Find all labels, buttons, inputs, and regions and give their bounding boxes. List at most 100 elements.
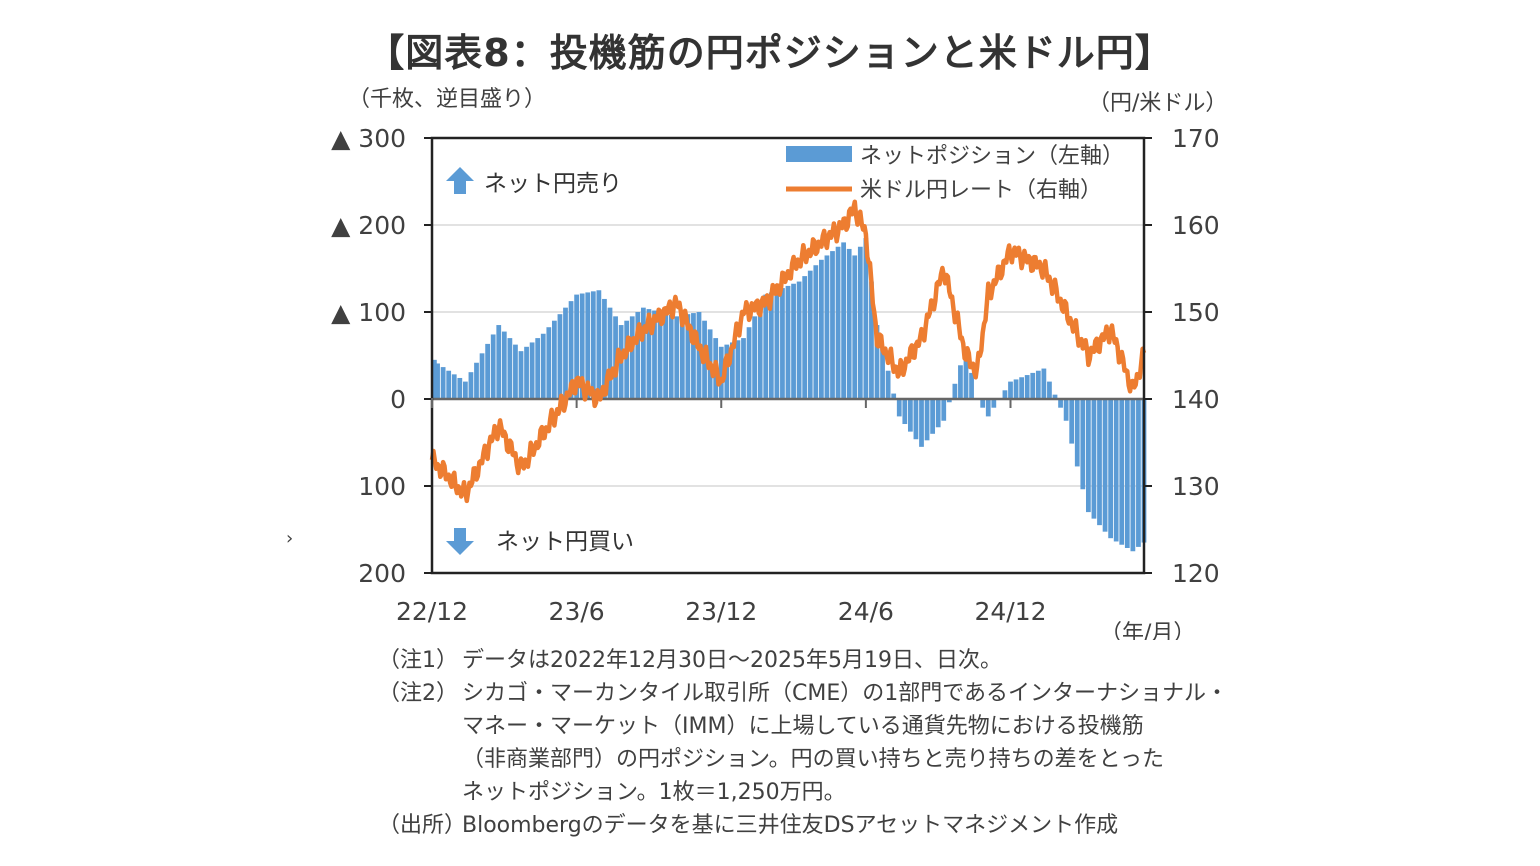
net-position-bar — [479, 353, 485, 399]
net-position-bar — [432, 359, 437, 399]
net-position-bar — [813, 265, 819, 399]
net-position-bar — [1091, 399, 1097, 519]
left-axis-ticks: ▲ 300 ▲ 200 ▲ 100 0 100 200 — [331, 124, 432, 588]
net-position-bar — [896, 399, 902, 417]
net-position-bar — [757, 305, 763, 399]
net-position-bar — [830, 251, 835, 399]
note-text: ネットポジション。1枚＝1,250万円。 — [462, 780, 846, 805]
legend-line-label: 米ドル円レート（右軸） — [860, 178, 1102, 203]
note-label: （注1） — [378, 648, 458, 673]
right-axis-unit: （円/米ドル） — [1088, 91, 1227, 116]
net-position-bar — [629, 316, 635, 399]
net-position-bar — [852, 255, 858, 399]
right-tick-label: 140 — [1172, 385, 1220, 414]
net-position-bar — [924, 399, 930, 441]
net-position-bar — [1136, 399, 1141, 547]
net-position-bar — [1013, 379, 1019, 399]
x-tick-label: 23/12 — [685, 597, 757, 626]
net-position-bar — [685, 314, 691, 399]
net-position-bar — [674, 316, 680, 399]
right-tick-label: 160 — [1172, 211, 1220, 240]
legend-bar-swatch — [786, 146, 852, 162]
left-tick-label: ▲ 100 — [331, 298, 406, 327]
net-position-bar — [963, 346, 969, 399]
net-position-bar — [1108, 399, 1114, 539]
arrow-down-icon — [446, 528, 474, 555]
net-position-bar — [874, 325, 880, 399]
net-position-bar — [640, 307, 646, 399]
note-text: Bloombergのデータを基に三井住友DSアセットマネジメント作成 — [462, 813, 1119, 838]
net-position-bar — [985, 399, 991, 417]
net-position-bar — [946, 399, 952, 403]
x-tick-label: 23/6 — [549, 597, 605, 626]
net-position-bar — [941, 399, 947, 421]
note-text: マネー・マーケット（IMM）に上場している通貨先物における投機筋 — [462, 714, 1144, 739]
note-label: （出所） — [378, 813, 467, 838]
right-tick-label: 150 — [1172, 298, 1220, 327]
net-position-bar — [496, 325, 502, 399]
left-tick-label: 200 — [358, 559, 406, 588]
net-position-bar — [462, 381, 468, 399]
net-position-bar — [663, 313, 669, 399]
net-position-bar — [696, 312, 702, 399]
net-position-bar — [802, 276, 808, 399]
net-position-bar — [1041, 368, 1047, 399]
net-position-bar — [774, 290, 780, 399]
net-position-bar — [557, 314, 563, 399]
net-position-bar — [551, 320, 557, 399]
usdjpy-series-line — [429, 199, 1147, 504]
net-position-bar — [524, 346, 529, 399]
net-position-bar — [980, 399, 986, 408]
net-position-bar — [752, 316, 758, 399]
note-text: シカゴ・マーカンタイル取引所（CME）の1部門であるインターナショナル・ — [462, 681, 1229, 706]
net-position-bar — [741, 338, 746, 399]
net-position-bar — [568, 301, 574, 399]
net-position-bar — [624, 320, 630, 399]
net-position-bar — [1047, 381, 1052, 399]
net-position-bar — [807, 270, 813, 399]
net-position-bar — [969, 372, 974, 399]
note-text: データは2022年12月30日～2025年5月19日、日次。 — [462, 648, 1002, 673]
net-position-bar — [596, 290, 602, 399]
x-axis-unit: （年/月） — [1100, 621, 1195, 640]
net-position-bar — [1063, 399, 1069, 421]
net-position-bar — [474, 362, 479, 399]
net-position-bar — [768, 292, 774, 399]
net-position-bar — [1058, 399, 1063, 408]
net-position-bar — [507, 338, 513, 399]
legend: ネットポジション（左軸） 米ドル円レート（右軸） — [786, 144, 1124, 203]
net-position-bar — [468, 372, 474, 399]
net-position-bar — [857, 246, 863, 399]
arrow-up-icon — [446, 167, 474, 194]
usdjpy-line — [429, 199, 1147, 504]
net-position-bar — [440, 367, 446, 399]
note-text: （非商業部門）の円ポジション。円の買い持ちと売り持ちの差をとった — [462, 747, 1165, 772]
left-tick-label: ▲ 200 — [331, 211, 406, 240]
left-tick-label: 0 — [390, 385, 406, 414]
net-position-bar — [1097, 399, 1102, 526]
net-position-bar — [1130, 399, 1136, 552]
right-axis-ticks: 170 160 150 140 130 120 — [1144, 124, 1220, 588]
net-position-bar — [585, 292, 591, 399]
note-source: （出所） Bloombergのデータを基に三井住友DSアセットマネジメント作成 — [378, 809, 1228, 842]
net-position-bar — [1124, 399, 1130, 548]
net-position-bar — [490, 334, 496, 399]
net-position-bar — [602, 298, 607, 399]
net-position-bar — [457, 377, 463, 399]
net-position-bar — [724, 344, 730, 399]
note-label: （注2） — [378, 681, 458, 706]
stray-mark: › — [286, 528, 294, 549]
net-position-bar — [841, 242, 847, 399]
net-position-bar — [880, 347, 885, 399]
net-position-bar — [907, 399, 913, 432]
net-position-bar — [646, 309, 652, 399]
net-position-bar — [919, 399, 924, 447]
net-position-bar — [818, 259, 824, 399]
net-position-bar — [791, 283, 796, 399]
net-position-bar — [1074, 399, 1080, 467]
net-position-bar — [1002, 390, 1008, 399]
annotation-net-yen-sell: ネット円売り — [484, 171, 622, 197]
net-position-bar — [652, 310, 657, 399]
net-position-bar — [1019, 377, 1025, 399]
net-position-bar — [1113, 399, 1119, 542]
